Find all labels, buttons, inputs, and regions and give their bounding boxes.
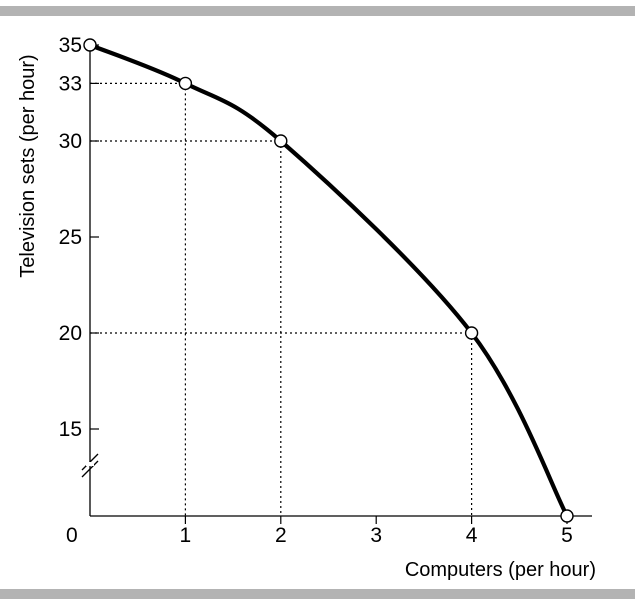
x-tick-label-3: 3 [370,524,382,547]
origin-label: 0 [66,524,78,547]
y-tick-label-25: 25 [59,226,82,249]
data-point-x4 [464,326,479,340]
bottom-frame-rule [0,589,635,599]
points-layer [83,38,574,523]
reference-lines [90,82,473,516]
top-frame-rule [0,6,635,16]
axes [81,40,592,524]
x-tick-label-4: 4 [466,524,478,547]
y-tick-label-35: 35 [59,34,82,57]
y-tick-label-20: 20 [59,322,82,345]
x-axis-title: Computers (per hour) [405,559,596,581]
data-point-x1 [178,76,193,91]
data-point-x0 [83,38,97,52]
y-axis-break-mark [81,460,99,478]
curve-layer [87,42,570,519]
y-axis-title: Television sets (per hour) [17,54,39,277]
x-tick-label-5: 5 [561,524,573,547]
data-point-x5 [560,509,574,523]
data-point-x2 [274,134,288,148]
tick-labels: 15 20 25 30 33 35 1 2 3 4 5 [59,34,573,547]
x-tick-label-2: 2 [275,524,287,547]
y-tick-label-30: 30 [59,130,82,153]
y-tick-label-15: 15 [59,418,82,441]
ppf-curve [87,42,570,519]
y-axis-break-gap [86,462,94,466]
x-tick-label-1: 1 [180,524,192,547]
y-tick-label-33: 33 [59,72,82,95]
